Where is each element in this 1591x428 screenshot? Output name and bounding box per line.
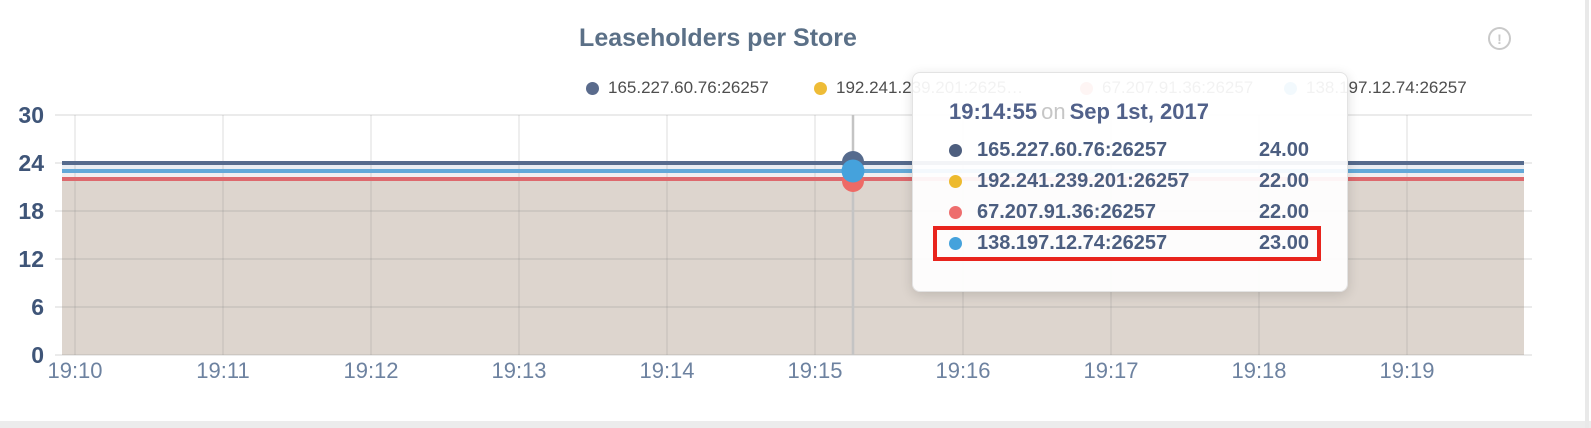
y-tick-label: 6: [31, 294, 44, 320]
y-tick-label: 30: [18, 102, 44, 128]
page-right-edge: [1585, 0, 1589, 428]
y-axis-labels: 0 6 12 18 24 30: [18, 102, 44, 368]
x-tick-label: 19:19: [1379, 358, 1434, 383]
tooltip-series-row: 67.207.91.36:26257 22.00: [949, 197, 1309, 228]
y-tick-label: 12: [18, 246, 44, 272]
tooltip-series-value: 22.00: [1258, 201, 1309, 223]
x-tick-label: 19:13: [491, 358, 546, 383]
fill-band-24-23: [62, 163, 1524, 171]
x-tick-label: 19:18: [1231, 358, 1286, 383]
tooltip-series-name: 67.207.91.36:26257: [977, 201, 1157, 223]
legend-series-dot-icon: [586, 81, 599, 95]
x-tick-label: 19:10: [47, 358, 102, 383]
tooltip-series-dot-icon: [949, 144, 962, 157]
tooltip-series-dot-icon: [949, 175, 962, 188]
tooltip-series-value: 22.00: [1258, 170, 1309, 192]
panel-bottom-border: [0, 421, 1591, 428]
tooltip-series-row: 165.227.60.76:26257 24.00: [949, 135, 1309, 166]
tooltip-series-name: 192.241.239.201:26257: [977, 170, 1190, 192]
x-tick-label: 19:14: [639, 358, 694, 383]
tooltip-series-row: 138.197.12.74:26257 23.00: [933, 226, 1321, 261]
hover-points: [841, 151, 865, 192]
tooltip-series-value: 24.00: [1258, 139, 1309, 161]
tooltip-series-dot-icon: [949, 206, 962, 219]
tooltip-on-word: on: [1041, 99, 1066, 124]
legend-item[interactable]: 165.227.60.76:26257: [586, 78, 769, 98]
tooltip-series-dot-icon: [949, 237, 962, 250]
x-tick-label: 19:16: [935, 358, 990, 383]
y-tick-label: 0: [31, 342, 44, 368]
tooltip-series-row: 192.241.239.201:26257 22.00: [949, 166, 1309, 197]
info-icon[interactable]: !: [1488, 27, 1511, 50]
legend-series-dot-icon: [814, 81, 827, 95]
tooltip-series-value: 23.00: [1258, 232, 1309, 254]
tooltip-date: Sep 1st, 2017: [1069, 99, 1209, 124]
tooltip-series-name: 165.227.60.76:26257: [977, 139, 1168, 161]
fill-band-23-22: [62, 171, 1524, 179]
hover-point-blue[interactable]: [841, 159, 865, 183]
x-axis-labels: 19:10 19:11 19:12 19:13 19:14 19:15 19:16 19:17…: [47, 358, 1434, 383]
hover-tooltip: 19:14:55 on Sep 1st, 2017 165.227.60.76:26…: [912, 72, 1348, 292]
tooltip-series-name: 138.197.12.74:26257: [977, 232, 1168, 254]
chart-legend: 165.227.60.76:26257192.241.239.201:2625……: [0, 78, 1591, 100]
x-tick-label: 19:12: [343, 358, 398, 383]
y-tick-label: 18: [18, 198, 44, 224]
tooltip-rows: 165.227.60.76:26257 24.00 192.241.239.201:…: [933, 135, 1321, 261]
tooltip-timestamp: 19:14:55 on Sep 1st, 2017: [949, 99, 1309, 125]
tooltip-time: 19:14:55: [949, 99, 1038, 124]
x-tick-label: 19:11: [196, 358, 249, 383]
legend-series-label: 165.227.60.76:26257: [608, 78, 769, 97]
x-tick-label: 19:15: [787, 358, 842, 383]
y-tick-label: 24: [18, 150, 44, 176]
x-tick-label: 19:17: [1083, 358, 1138, 383]
info-icon-glyph: !: [1497, 30, 1502, 47]
chart-title: Leaseholders per Store: [579, 24, 857, 52]
